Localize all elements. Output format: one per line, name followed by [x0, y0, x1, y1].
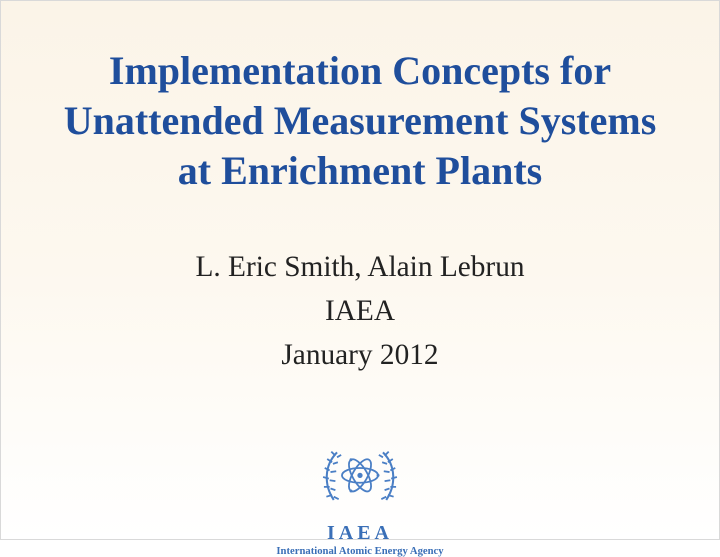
slide-container: Implementation Concepts for Unattended M…	[0, 0, 720, 540]
authors-block: L. Eric Smith, Alain Lebrun IAEA January…	[195, 246, 524, 378]
authors-line: L. Eric Smith, Alain Lebrun	[195, 246, 524, 290]
logo-block: IAEA International Atomic Energy Agency	[276, 436, 443, 557]
slide-title: Implementation Concepts for Unattended M…	[51, 46, 669, 196]
logo-acronym: IAEA	[327, 522, 393, 545]
org-line: IAEA	[195, 290, 524, 334]
date-line: January 2012	[195, 334, 524, 378]
iaea-emblem-icon	[319, 436, 401, 518]
logo-fullname: International Atomic Energy Agency	[276, 546, 443, 557]
